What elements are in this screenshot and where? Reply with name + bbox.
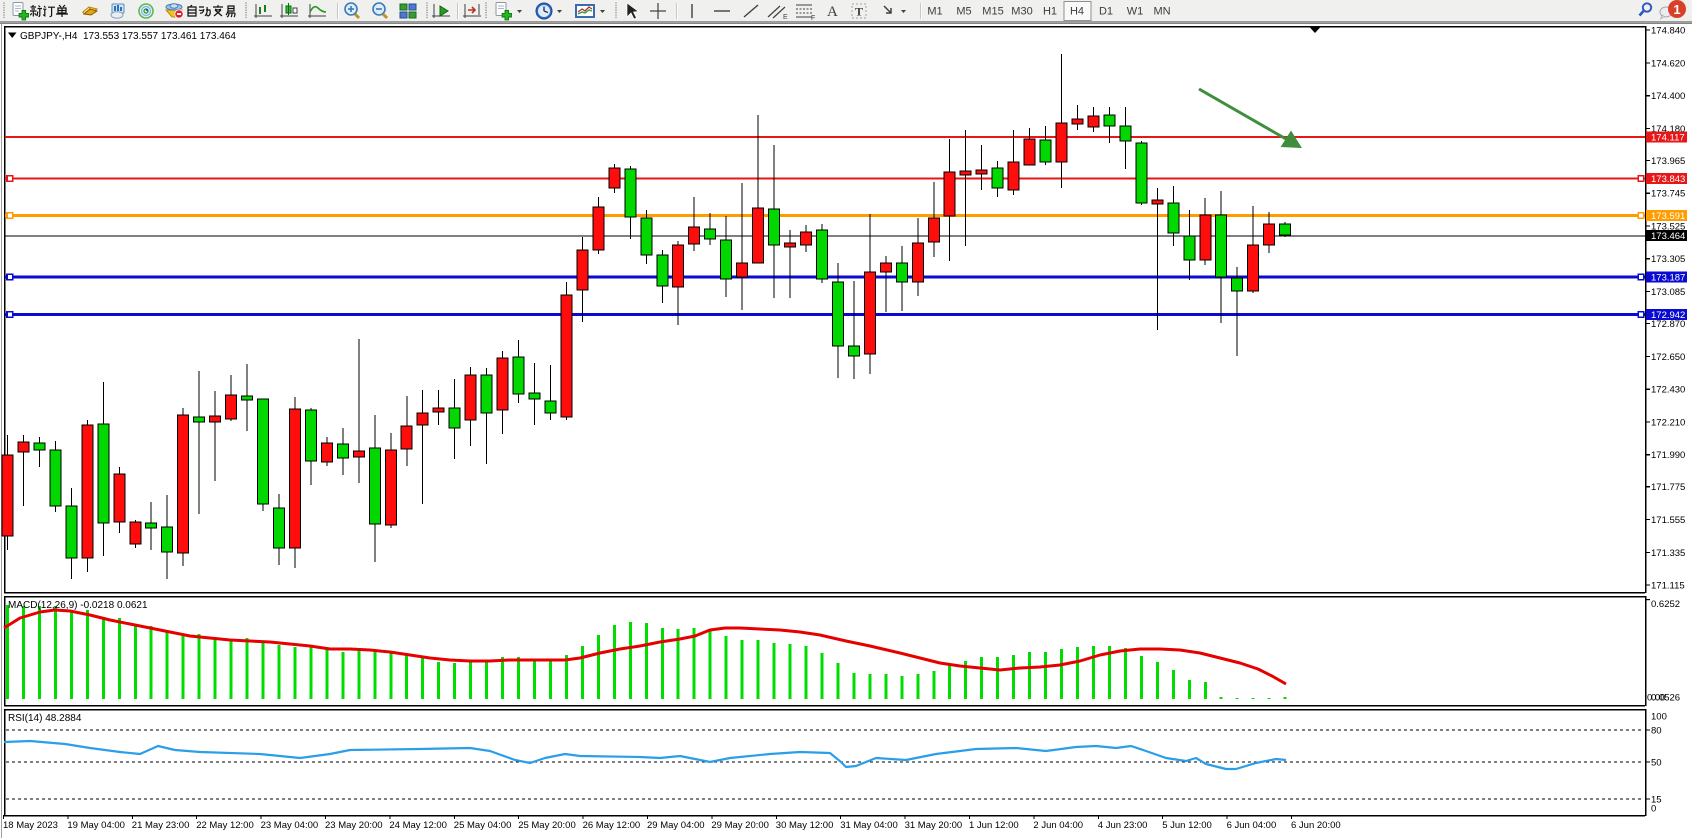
svg-text:171.775: 171.775: [1651, 482, 1685, 493]
svg-text:0: 0: [1651, 804, 1656, 815]
svg-text:173.591: 173.591: [1651, 211, 1685, 222]
svg-text:173.525: 173.525: [1651, 222, 1685, 233]
svg-text:172.942: 172.942: [1651, 310, 1685, 321]
svg-text:100: 100: [1651, 712, 1667, 723]
svg-text:25 May 04:00: 25 May 04:00: [454, 820, 512, 831]
svg-text:RSI(14) 48.2884: RSI(14) 48.2884: [8, 713, 82, 724]
svg-text:174.840: 174.840: [1651, 26, 1685, 37]
svg-text:T: T: [855, 5, 863, 19]
svg-text:29 May 20:00: 29 May 20:00: [711, 820, 769, 831]
svg-text:172.870: 172.870: [1651, 319, 1685, 330]
svg-text:E: E: [783, 14, 788, 21]
svg-text:18 May 2023: 18 May 2023: [3, 820, 58, 831]
svg-text:M1: M1: [927, 6, 942, 18]
svg-text:80: 80: [1651, 726, 1662, 737]
svg-text:GBPJPY-,H4 173.553 173.557 17: GBPJPY-,H4 173.553 173.557 173.461 173.4…: [20, 31, 236, 42]
svg-text:173.187: 173.187: [1651, 273, 1685, 284]
svg-text:171.555: 171.555: [1651, 515, 1685, 526]
svg-text:D1: D1: [1099, 6, 1113, 18]
svg-text:15: 15: [1651, 795, 1662, 806]
svg-text:24 May 12:00: 24 May 12:00: [389, 820, 447, 831]
svg-text:174.400: 174.400: [1651, 91, 1685, 102]
svg-text:2 Jun 04:00: 2 Jun 04:00: [1033, 820, 1083, 831]
svg-text:6 Jun 20:00: 6 Jun 20:00: [1291, 820, 1341, 831]
svg-text:0.6252: 0.6252: [1651, 599, 1680, 610]
svg-text:19 May 04:00: 19 May 04:00: [67, 820, 125, 831]
svg-text:171.335: 171.335: [1651, 548, 1685, 559]
svg-text:173.745: 173.745: [1651, 189, 1685, 200]
svg-text:M15: M15: [982, 6, 1003, 18]
svg-text:21 May 23:00: 21 May 23:00: [132, 820, 190, 831]
svg-text:M5: M5: [956, 6, 971, 18]
svg-text:M30: M30: [1011, 6, 1032, 18]
svg-text:26 May 12:00: 26 May 12:00: [583, 820, 641, 831]
svg-text:172.650: 172.650: [1651, 352, 1685, 363]
svg-text:29 May 04:00: 29 May 04:00: [647, 820, 705, 831]
svg-text:173.965: 173.965: [1651, 156, 1685, 167]
svg-text:174.180: 174.180: [1651, 124, 1685, 135]
svg-text:H4: H4: [1070, 6, 1084, 18]
svg-text:171.990: 171.990: [1651, 450, 1685, 461]
svg-text:173.464: 173.464: [1651, 231, 1685, 242]
svg-text:25 May 20:00: 25 May 20:00: [518, 820, 576, 831]
svg-text:174.117: 174.117: [1651, 133, 1685, 144]
svg-text:4 Jun 23:00: 4 Jun 23:00: [1098, 820, 1148, 831]
svg-text:A: A: [827, 4, 838, 20]
svg-text:172.430: 172.430: [1651, 385, 1685, 396]
svg-text:MACD(12,26,9) -0.0218 0.0621: MACD(12,26,9) -0.0218 0.0621: [8, 600, 148, 611]
svg-text:6 Jun 04:00: 6 Jun 04:00: [1227, 820, 1277, 831]
svg-text:0.00: 0.00: [1647, 693, 1666, 704]
svg-text:31 May 20:00: 31 May 20:00: [905, 820, 963, 831]
svg-text:5 Jun 12:00: 5 Jun 12:00: [1162, 820, 1212, 831]
svg-text:171.115: 171.115: [1651, 581, 1685, 592]
svg-text:23 May 04:00: 23 May 04:00: [261, 820, 319, 831]
svg-text:23 May 20:00: 23 May 20:00: [325, 820, 383, 831]
svg-text:F: F: [811, 15, 815, 22]
svg-text:173.305: 173.305: [1651, 254, 1685, 265]
svg-text:W1: W1: [1127, 6, 1144, 18]
svg-text:173.085: 173.085: [1651, 287, 1685, 298]
svg-text:50: 50: [1651, 758, 1662, 769]
svg-text:1 Jun 12:00: 1 Jun 12:00: [969, 820, 1019, 831]
svg-text:172.210: 172.210: [1651, 417, 1685, 428]
svg-text:MN: MN: [1153, 6, 1170, 18]
svg-text:0.0526: 0.0526: [1651, 693, 1680, 704]
svg-text:173.843: 173.843: [1651, 174, 1685, 185]
svg-text:30 May 12:00: 30 May 12:00: [776, 820, 834, 831]
svg-text:31 May 04:00: 31 May 04:00: [840, 820, 898, 831]
svg-text:1: 1: [1673, 2, 1680, 17]
svg-text:H1: H1: [1043, 6, 1057, 18]
svg-text:174.620: 174.620: [1651, 58, 1685, 69]
svg-text:22 May 12:00: 22 May 12:00: [196, 820, 254, 831]
